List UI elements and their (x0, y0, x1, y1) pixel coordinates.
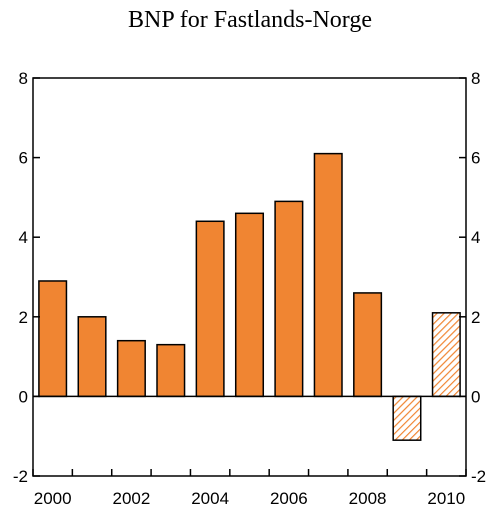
bar-2000 (38, 280, 68, 398)
y-tick-label-left: -2 (13, 467, 28, 486)
bar-2008 (353, 292, 383, 398)
x-tick-label: 2000 (34, 489, 72, 508)
y-axis-left-labels: -2 0 2 4 6 8 (13, 69, 28, 486)
bars-group (38, 152, 461, 441)
x-tick-label: 2008 (349, 489, 387, 508)
x-tick-label: 2004 (191, 489, 229, 508)
ticks-group (32, 77, 467, 477)
y-tick-label-left: 6 (19, 149, 28, 168)
bar-2003 (156, 343, 186, 398)
y-tick-label-left: 2 (19, 308, 28, 327)
y-tick-label-right: 0 (471, 387, 480, 406)
y-tick-label-right: 2 (471, 308, 480, 327)
bar-2007 (313, 152, 343, 398)
x-axis-labels: 2000 2002 2004 2006 2008 2010 (34, 489, 465, 508)
x-tick-label: 2010 (427, 489, 465, 508)
bar-2004 (195, 220, 225, 398)
bar-2005 (234, 212, 265, 398)
y-axis-right-labels: -2 0 2 4 6 8 (471, 69, 486, 486)
y-tick-label-right: 6 (471, 149, 480, 168)
y-tick-label-left: 8 (19, 69, 28, 88)
y-tick-label-right: 4 (471, 228, 480, 247)
x-tick-label: 2006 (270, 489, 308, 508)
chart-title: BNP for Fastlands-Norge (128, 7, 372, 33)
bar-2001 (77, 316, 107, 398)
plot-frame (32, 77, 467, 477)
bar-2006 (274, 200, 304, 398)
bar-2010 (431, 312, 461, 398)
y-tick-label-right: 8 (471, 69, 480, 88)
y-tick-label-right: -2 (471, 467, 486, 486)
x-tick-label: 2002 (112, 489, 150, 508)
bar-2002 (116, 339, 146, 398)
y-tick-label-left: 4 (19, 228, 28, 247)
bar-2009 (392, 395, 422, 441)
y-tick-label-left: 0 (19, 387, 28, 406)
